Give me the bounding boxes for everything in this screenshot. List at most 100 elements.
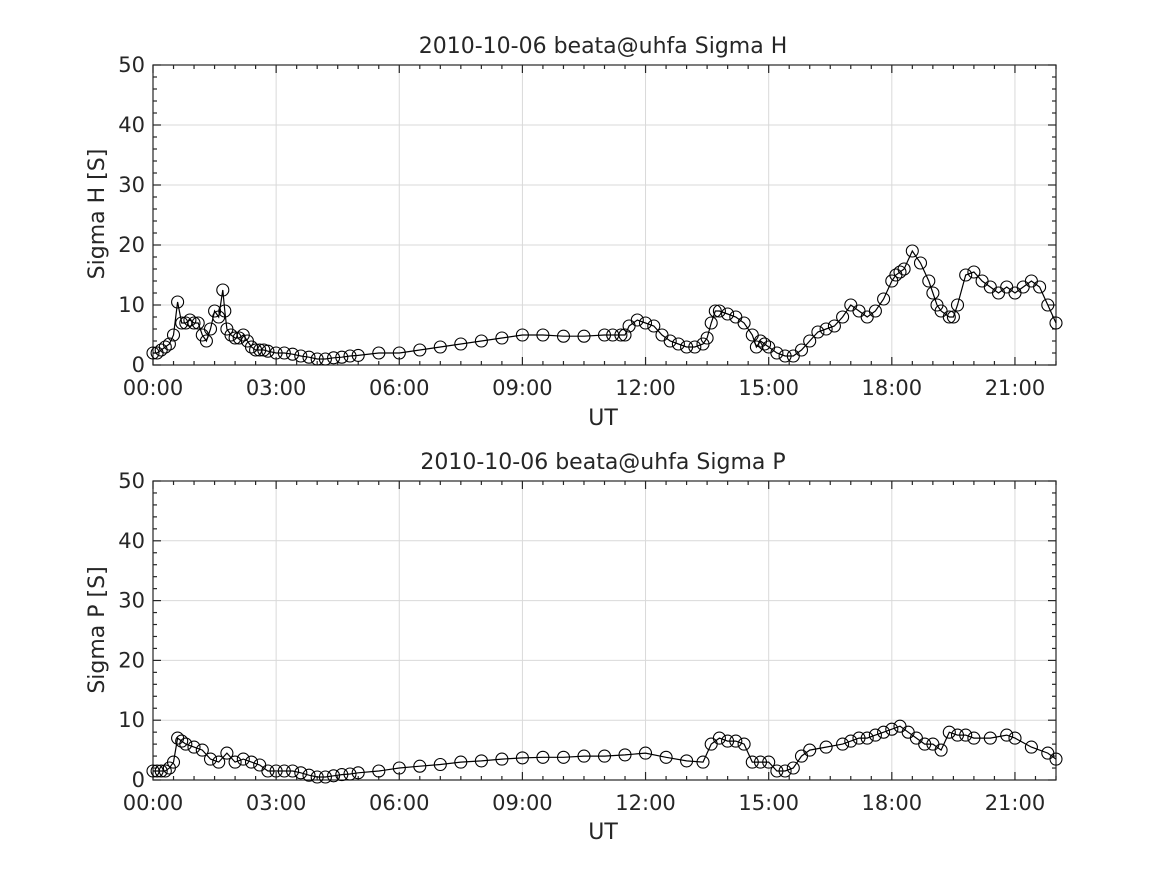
sigma-p-data-point (228, 755, 242, 769)
sigma-h-data-point (253, 343, 267, 357)
sigma-p-data-point (179, 737, 193, 751)
sigma-p-data-point (577, 749, 591, 763)
sigma-p-series-line (153, 725, 1057, 778)
sigma-h-data-point (302, 350, 316, 364)
sigma-h-y-tick-label: 10 (118, 293, 145, 317)
sigma-p-data-point (885, 722, 899, 736)
sigma-p-data-point (413, 759, 427, 773)
sigma-h-data-point (158, 340, 172, 354)
sigma-p-data-point (959, 728, 973, 742)
sigma-p-y-tick-label: 0 (132, 768, 145, 792)
sigma-p-data-point (721, 734, 735, 748)
sigma-p-data-point (836, 737, 850, 751)
sigma-p-y-tick-label: 50 (118, 469, 145, 493)
sigma-h-data-point (1049, 316, 1063, 330)
sigma-h-data-point (618, 328, 632, 342)
sigma-p-y-tick-label: 20 (118, 648, 145, 672)
sigma-p-data-point (659, 750, 673, 764)
sigma-h-series (146, 244, 1063, 366)
sigma-p-data-point (335, 768, 349, 782)
sigma-p-data-point (261, 764, 275, 778)
sigma-h-data-point (950, 298, 965, 312)
sigma-h-data-point (269, 346, 283, 360)
sigma-h-data-point (232, 331, 246, 345)
sigma-p-data-point (150, 764, 164, 778)
sigma-p-y-tick-label: 30 (118, 589, 145, 613)
sigma-p-data-point (786, 761, 800, 775)
sigma-h-data-point (556, 329, 571, 343)
sigma-p-data-point (158, 764, 172, 778)
sigma-h-data-point (913, 256, 928, 270)
sigma-p-data-point (778, 764, 792, 778)
sigma-p-data-point (1000, 728, 1014, 742)
sigma-p-data-point (433, 757, 447, 772)
sigma-p-x-tick-label: 15:00 (738, 791, 799, 815)
sigma-h-x-tick-label: 00:00 (123, 376, 184, 400)
sigma-h-data-point (413, 343, 427, 357)
sigma-h-axes-box (152, 64, 1057, 366)
sigma-h-data-point (218, 304, 232, 318)
sigma-h-data-point (146, 346, 160, 360)
sigma-h-x-tick-label: 06:00 (369, 376, 430, 400)
sigma-h-title: 2010-10-06 beata@uhfa Sigma H (419, 34, 788, 59)
sigma-p-data-point (680, 754, 694, 768)
sigma-h-data-point (191, 316, 205, 330)
sigma-p-data-point (294, 766, 308, 780)
sigma-h-data-point (318, 352, 332, 366)
sigma-h-data-point (216, 283, 230, 297)
sigma-h-data-point (836, 310, 850, 324)
sigma-h-data-point (433, 340, 447, 354)
sigma-p-data-point (983, 731, 997, 745)
sigma-h-y-tick-label: 40 (118, 113, 145, 137)
sigma-p-data-point (175, 734, 189, 748)
sigma-p-data-point (934, 743, 948, 757)
sigma-h-data-point (905, 244, 919, 258)
sigma-p-data-point (187, 740, 201, 754)
sigma-p-data-point (318, 770, 332, 784)
sigma-h-series-line (153, 249, 1057, 360)
sigma-h-data-point (228, 331, 242, 345)
sigma-p-data-point (819, 740, 833, 754)
sigma-h-data-point (351, 348, 365, 362)
sigma-h-y-tick-label: 30 (118, 173, 145, 197)
sigma-h-data-point (327, 351, 341, 365)
sigma-h-data-point (187, 316, 201, 330)
sigma-p-axes-box (152, 480, 1057, 781)
sigma-p-data-point (244, 755, 259, 769)
sigma-h-y-tick-label: 20 (118, 233, 145, 257)
sigma-h-data-point (778, 349, 792, 363)
sigma-h-data-point (614, 328, 628, 342)
sigma-h-data-point (277, 346, 291, 360)
sigma-p-data-point (967, 731, 981, 745)
sigma-h-data-point (942, 310, 956, 324)
sigma-h-data-point (811, 325, 825, 339)
sigma-h-data-point (638, 316, 653, 330)
sigma-h-data-point (286, 347, 300, 361)
sigma-p-y-tick-label: 10 (118, 708, 145, 732)
sigma-p-data-point (803, 743, 817, 757)
sigma-h-data-point (758, 337, 772, 351)
sigma-h-data-point (343, 349, 357, 363)
sigma-p-data-point (844, 734, 858, 748)
sigma-p-data-point (753, 755, 768, 769)
sigma-h-data-point (700, 331, 714, 345)
sigma-h-data-point (597, 328, 612, 342)
sigma-p-data-point (860, 731, 874, 745)
sigma-h-x-tick-label: 12:00 (615, 376, 676, 400)
sigma-p-data-point (1008, 731, 1022, 745)
sigma-h-data-point (474, 334, 488, 348)
sigma-h-data-point (630, 313, 644, 327)
sigma-p-panel: 2010-10-06 beata@uhfa Sigma P UT Sigma P… (85, 450, 1063, 845)
sigma-p-data-point (515, 751, 529, 765)
sigma-h-data-point (967, 265, 981, 279)
sigma-h-data-point (737, 316, 751, 330)
sigma-p-series (146, 719, 1063, 784)
sigma-h-data-point (310, 352, 324, 366)
sigma-h-data-point (893, 265, 907, 279)
sigma-h-panel: 2010-10-06 beata@uhfa Sigma H UT Sigma H… (85, 34, 1063, 431)
sigma-h-data-point (877, 292, 891, 306)
sigma-h-y-tick-label: 0 (132, 353, 145, 377)
sigma-h-data-point (897, 262, 911, 276)
sigma-h-data-point (704, 316, 718, 330)
sigma-p-data-point (696, 755, 710, 769)
